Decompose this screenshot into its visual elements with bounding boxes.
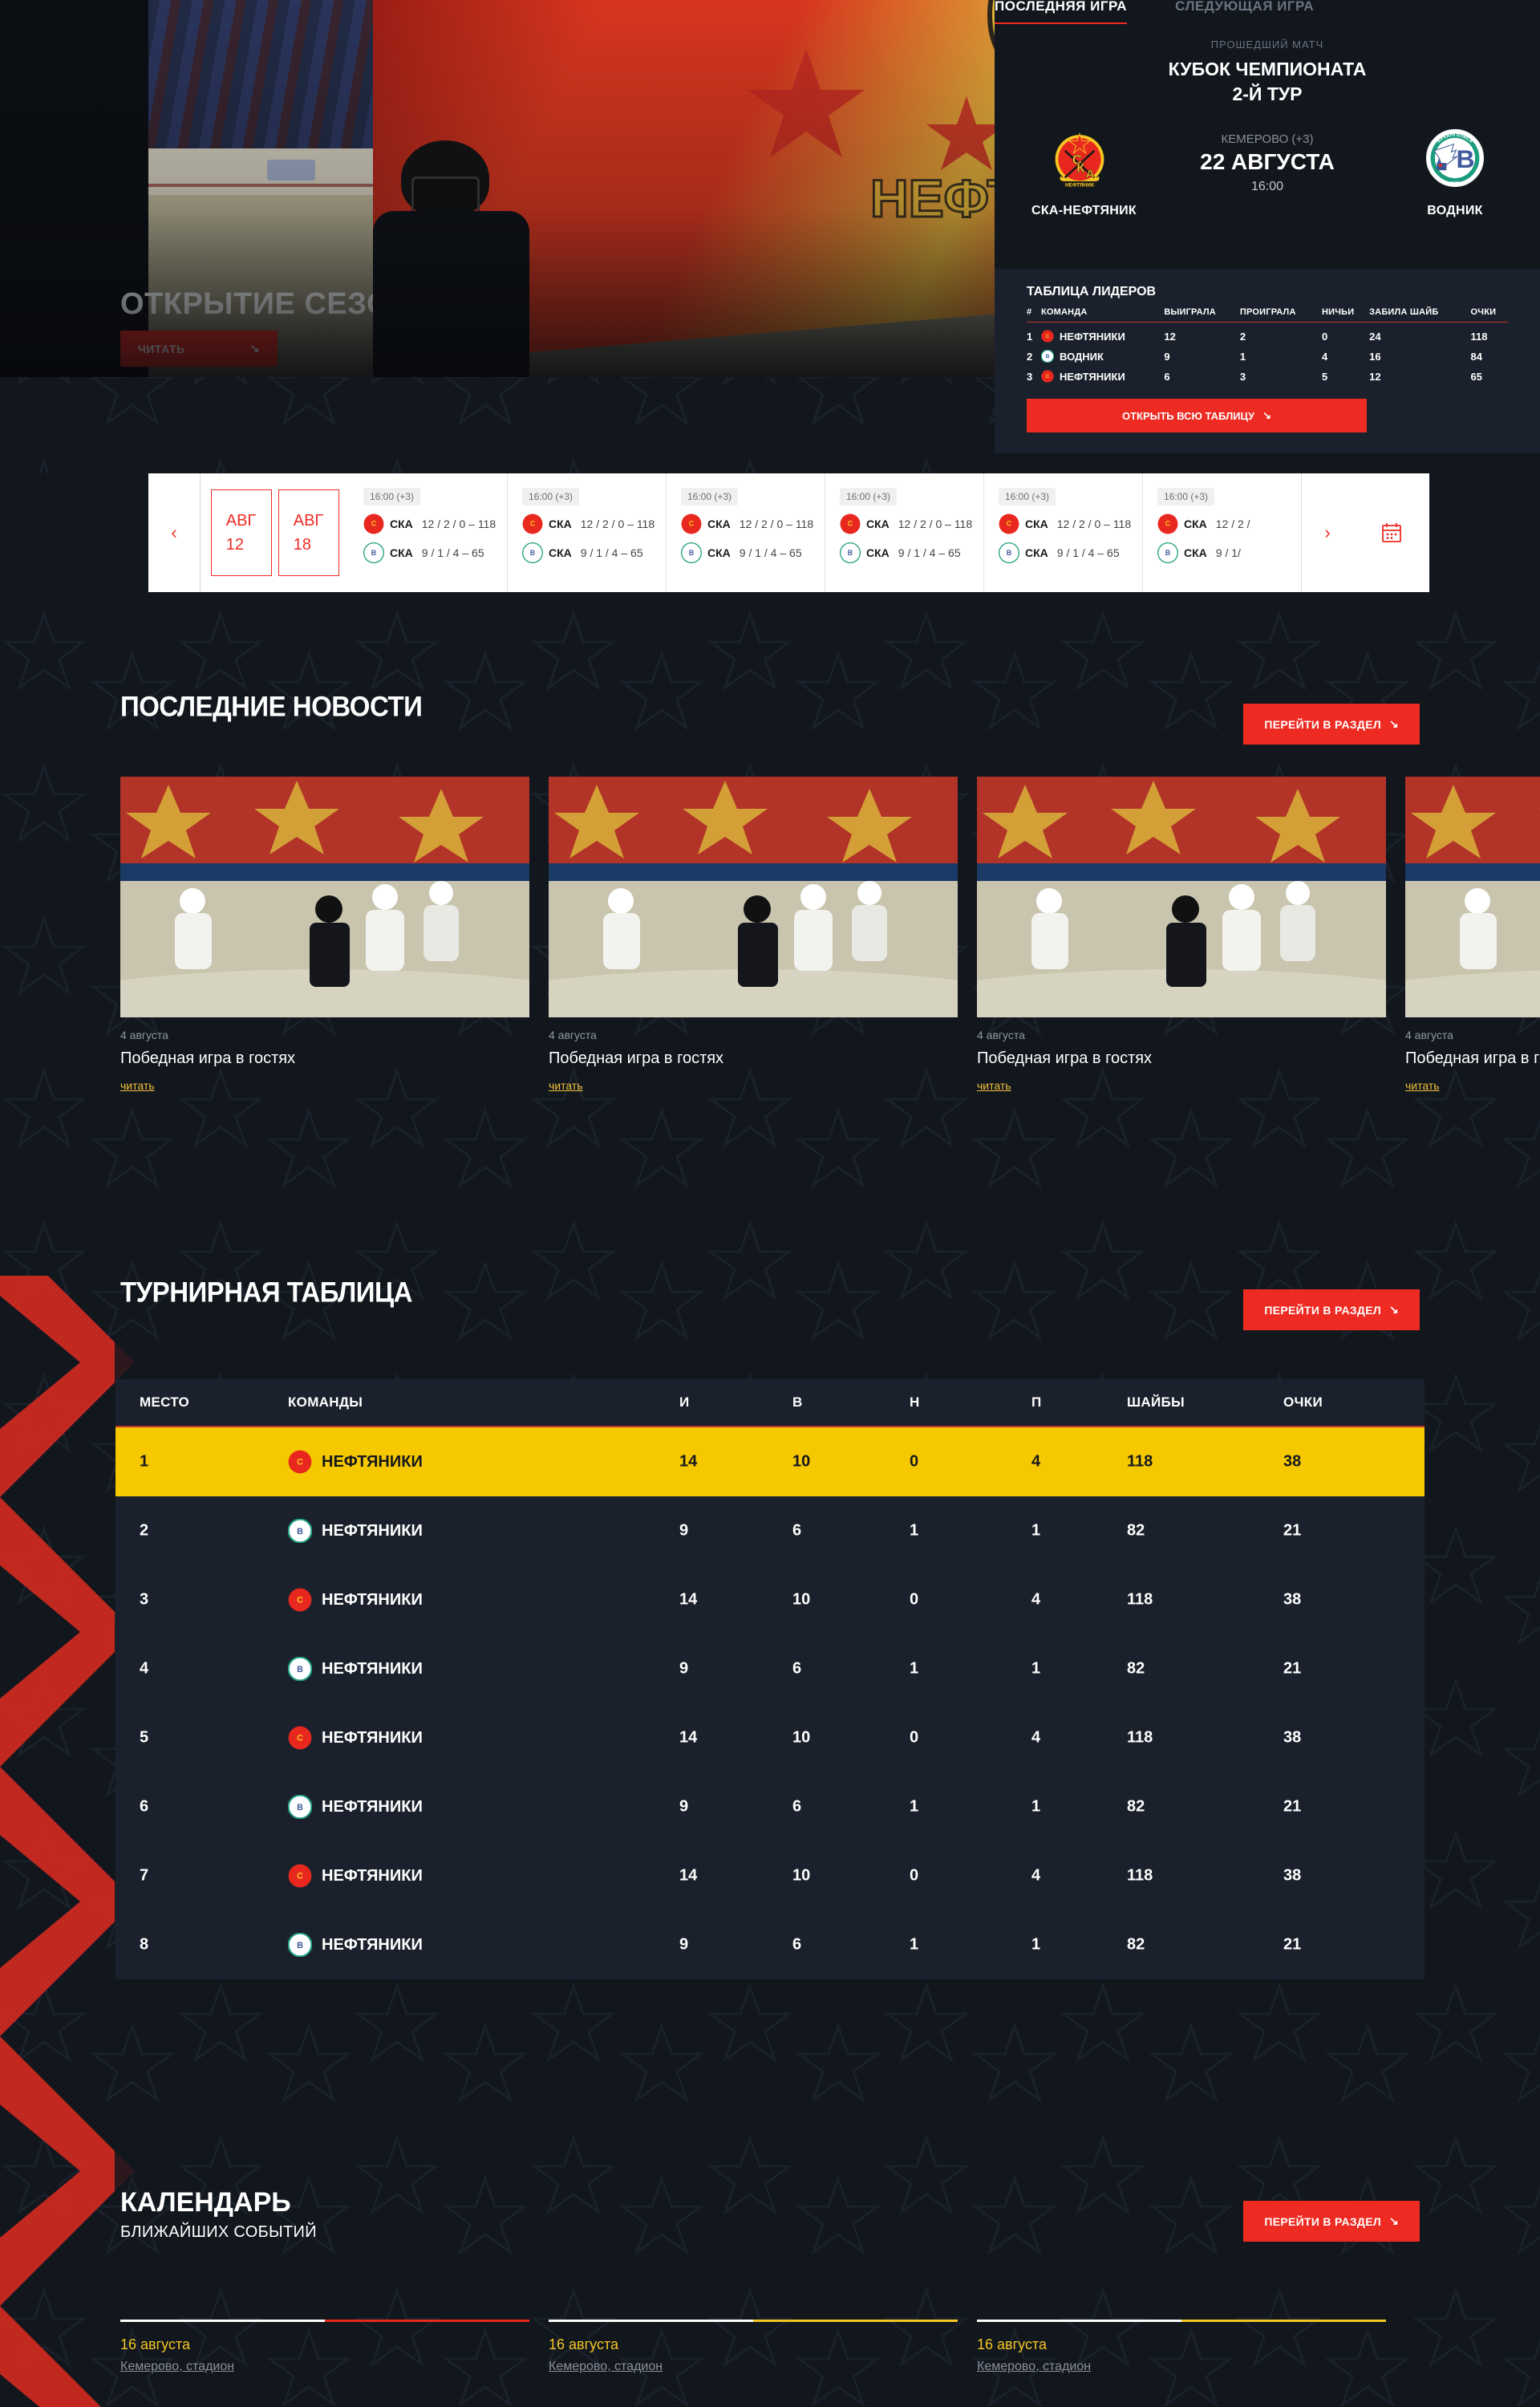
svg-text:В: В xyxy=(1165,549,1170,557)
svg-text:В: В xyxy=(1457,144,1475,173)
svg-text:В: В xyxy=(297,1803,303,1812)
svg-text:К: К xyxy=(1076,160,1085,176)
svg-text:В: В xyxy=(297,1527,303,1536)
svg-text:С: С xyxy=(297,1595,303,1605)
svg-text:С: С xyxy=(297,1871,303,1881)
svg-text:В: В xyxy=(530,549,535,557)
svg-text:С: С xyxy=(530,520,536,528)
svg-text:С: С xyxy=(371,520,377,528)
svg-text:С: С xyxy=(1165,520,1171,528)
svg-text:В: В xyxy=(297,1941,303,1950)
svg-text:В: В xyxy=(297,1665,303,1674)
svg-text:С: С xyxy=(1007,520,1012,528)
svg-text:С: С xyxy=(848,520,853,528)
svg-text:С: С xyxy=(689,520,695,528)
svg-text:НЕФТЯНИК: НЕФТЯНИК xyxy=(1065,183,1094,189)
svg-text:В: В xyxy=(371,549,376,557)
svg-text:В: В xyxy=(848,549,853,557)
svg-text:В: В xyxy=(1007,549,1011,557)
svg-text:С: С xyxy=(297,1457,303,1467)
svg-text:С: С xyxy=(1046,374,1050,380)
svg-text:В: В xyxy=(1046,354,1050,359)
svg-text:С: С xyxy=(1046,334,1050,339)
svg-text:С: С xyxy=(297,1733,303,1743)
svg-text:В: В xyxy=(689,549,694,557)
